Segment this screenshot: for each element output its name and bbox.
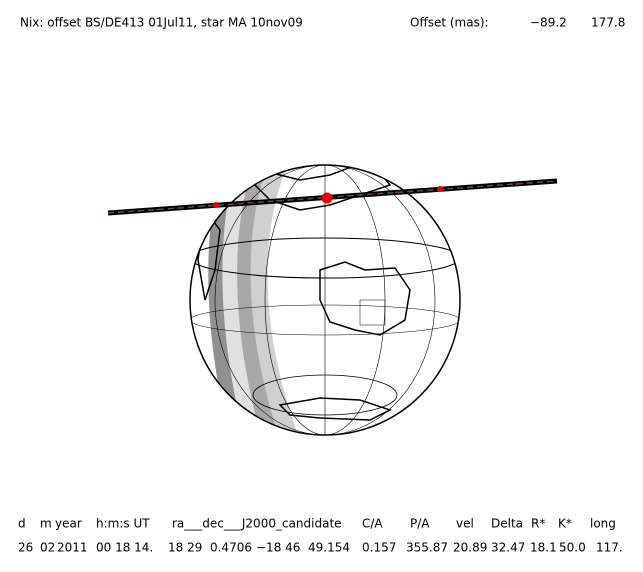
cell: 355.87 bbox=[406, 541, 448, 555]
cell: 0.157 bbox=[362, 541, 396, 555]
col-header: long bbox=[590, 517, 616, 531]
offset-label: Offset (mas): bbox=[410, 16, 489, 30]
col-header: P/A bbox=[410, 517, 430, 531]
offset-value: 177.8 bbox=[591, 16, 625, 30]
cell: 20.89 bbox=[453, 541, 487, 555]
globe bbox=[189, 164, 461, 436]
col-header: R* bbox=[531, 517, 545, 531]
col-header: Delta bbox=[491, 517, 523, 531]
cell: 18.1 bbox=[530, 541, 557, 555]
cell: 26 bbox=[18, 541, 33, 555]
cell: 00 18 14. bbox=[96, 541, 153, 555]
col-header: K* bbox=[558, 517, 572, 531]
center-point bbox=[321, 192, 333, 204]
col-header: m bbox=[40, 517, 52, 531]
col-header: C/A bbox=[362, 517, 383, 531]
col-header: year bbox=[55, 517, 82, 531]
table-row: 26 02 2011 00 18 14. 18 29 0.4706 −18 46… bbox=[18, 541, 623, 555]
col-header: h:m:s UT bbox=[96, 517, 150, 531]
shadow-track bbox=[107, 178, 558, 216]
col-header: ra___dec___J2000_candidate bbox=[172, 517, 342, 531]
cell: 02 bbox=[40, 541, 55, 555]
col-header: vel bbox=[456, 517, 474, 531]
table-header: d m year h:m:s UT ra___dec___J2000_candi… bbox=[18, 517, 616, 531]
cell: 32.47 bbox=[491, 541, 525, 555]
cell: 18 29 0.4706 bbox=[168, 541, 252, 555]
cell: −18 46 49.154 bbox=[256, 541, 350, 555]
cell: 2011 bbox=[57, 541, 88, 555]
offset-value: −89.2 bbox=[530, 16, 567, 30]
col-header: d bbox=[18, 517, 26, 531]
cell: 117. bbox=[596, 541, 623, 555]
cell: 50.0 bbox=[559, 541, 586, 555]
title: Nix: offset BS/DE413 01Jul11, star MA 10… bbox=[20, 16, 303, 30]
